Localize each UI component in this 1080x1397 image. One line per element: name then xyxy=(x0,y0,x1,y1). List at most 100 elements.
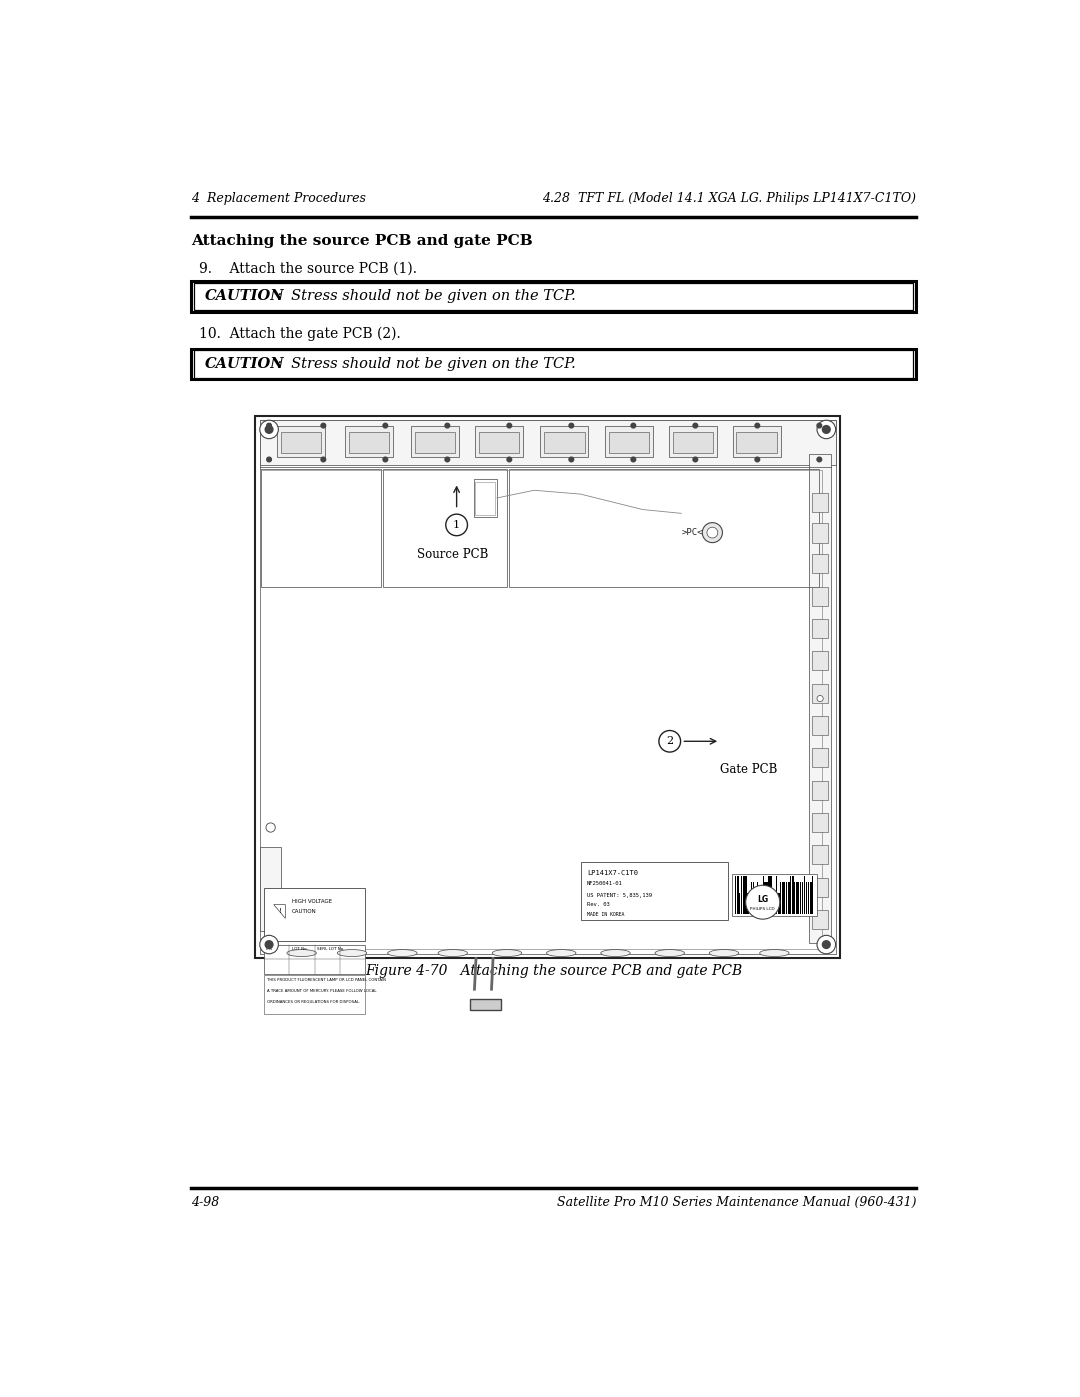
Bar xyxy=(410,426,459,457)
Bar xyxy=(673,432,713,453)
Bar xyxy=(798,882,799,914)
Bar xyxy=(812,555,828,573)
Bar xyxy=(762,876,765,914)
Circle shape xyxy=(266,940,273,949)
Bar xyxy=(746,893,748,914)
Bar xyxy=(743,876,745,914)
Text: LOT No.: LOT No. xyxy=(292,947,308,951)
Circle shape xyxy=(507,423,512,427)
Circle shape xyxy=(266,823,275,833)
Circle shape xyxy=(267,457,271,462)
Bar xyxy=(812,587,828,606)
Bar xyxy=(265,944,365,974)
Ellipse shape xyxy=(438,950,468,957)
Bar xyxy=(383,469,507,587)
Bar xyxy=(349,432,389,453)
Bar xyxy=(540,426,589,457)
Bar xyxy=(509,469,819,587)
Bar xyxy=(812,749,828,767)
Circle shape xyxy=(260,420,279,439)
Text: US PATENT: 5,835,139: US PATENT: 5,835,139 xyxy=(586,893,652,898)
Text: 1: 1 xyxy=(454,520,460,529)
Bar xyxy=(745,876,746,914)
Bar xyxy=(732,873,816,916)
Bar xyxy=(737,432,777,453)
Bar xyxy=(812,683,828,703)
Bar xyxy=(804,876,806,914)
Circle shape xyxy=(507,457,512,462)
Bar xyxy=(669,426,717,457)
Circle shape xyxy=(816,423,822,427)
Bar xyxy=(788,882,791,914)
Text: 2: 2 xyxy=(666,736,673,746)
Circle shape xyxy=(631,423,636,427)
Bar xyxy=(806,882,808,914)
Bar xyxy=(194,351,913,377)
Bar xyxy=(769,876,770,914)
Bar xyxy=(800,882,801,914)
Text: !: ! xyxy=(279,908,282,915)
Bar xyxy=(812,493,828,511)
Text: 4-98: 4-98 xyxy=(191,1196,219,1208)
Circle shape xyxy=(816,936,836,954)
Ellipse shape xyxy=(287,950,316,957)
Text: Source PCB: Source PCB xyxy=(417,548,488,562)
Circle shape xyxy=(569,457,573,462)
Text: PHILIPS LCD: PHILIPS LCD xyxy=(751,907,775,911)
Text: CAUTION: CAUTION xyxy=(292,909,316,914)
Bar xyxy=(751,882,752,914)
Text: Rev. 03: Rev. 03 xyxy=(586,902,609,907)
Bar xyxy=(261,469,381,587)
Bar xyxy=(757,882,758,914)
Text: 4  Replacement Procedures: 4 Replacement Procedures xyxy=(191,193,366,205)
Bar xyxy=(812,876,813,914)
Bar xyxy=(767,882,768,914)
Circle shape xyxy=(383,423,388,427)
Circle shape xyxy=(445,457,449,462)
Circle shape xyxy=(321,457,326,462)
Bar xyxy=(765,882,767,914)
Bar xyxy=(191,349,916,380)
Text: THIS PRODUCT FLUORESCENT LAMP OR LCD PANEL CONTAIN: THIS PRODUCT FLUORESCENT LAMP OR LCD PAN… xyxy=(267,978,386,982)
Circle shape xyxy=(755,457,759,462)
Bar xyxy=(260,847,282,932)
Bar xyxy=(812,781,828,800)
Circle shape xyxy=(755,423,759,427)
Bar xyxy=(741,876,742,914)
Bar xyxy=(779,893,780,914)
Bar xyxy=(812,524,828,542)
Circle shape xyxy=(816,696,823,701)
Bar xyxy=(770,876,772,914)
Circle shape xyxy=(445,423,449,427)
Bar xyxy=(265,887,365,942)
Bar xyxy=(480,432,519,453)
Circle shape xyxy=(383,457,388,462)
Bar xyxy=(772,893,774,914)
Circle shape xyxy=(823,426,831,433)
Bar xyxy=(281,432,321,453)
Bar xyxy=(810,882,812,914)
Circle shape xyxy=(707,527,718,538)
Bar xyxy=(812,651,828,671)
Text: Figure 4-70   Attaching the source PCB and gate PCB: Figure 4-70 Attaching the source PCB and… xyxy=(365,964,742,978)
Text: Gate PCB: Gate PCB xyxy=(720,763,778,775)
Bar xyxy=(345,426,393,457)
Ellipse shape xyxy=(600,950,631,957)
Circle shape xyxy=(260,936,279,954)
Bar xyxy=(260,471,823,949)
Text: 4.28  TFT FL (Model 14.1 XGA LG. Philips LP141X7-C1TO): 4.28 TFT FL (Model 14.1 XGA LG. Philips … xyxy=(542,193,916,205)
Text: MADE IN KOREA: MADE IN KOREA xyxy=(586,912,624,918)
Text: LP141X7-C1T0: LP141X7-C1T0 xyxy=(586,870,638,876)
Bar xyxy=(191,281,916,312)
Bar xyxy=(605,426,652,457)
Bar xyxy=(475,426,524,457)
Text: SERL LOT No.: SERL LOT No. xyxy=(318,947,345,951)
Bar xyxy=(812,909,828,929)
Text: 9.    Attach the source PCB (1).: 9. Attach the source PCB (1). xyxy=(199,261,417,275)
Circle shape xyxy=(693,457,698,462)
Ellipse shape xyxy=(546,950,576,957)
Bar xyxy=(544,432,584,453)
Bar xyxy=(474,479,497,517)
Bar xyxy=(475,482,496,515)
Polygon shape xyxy=(273,904,285,918)
